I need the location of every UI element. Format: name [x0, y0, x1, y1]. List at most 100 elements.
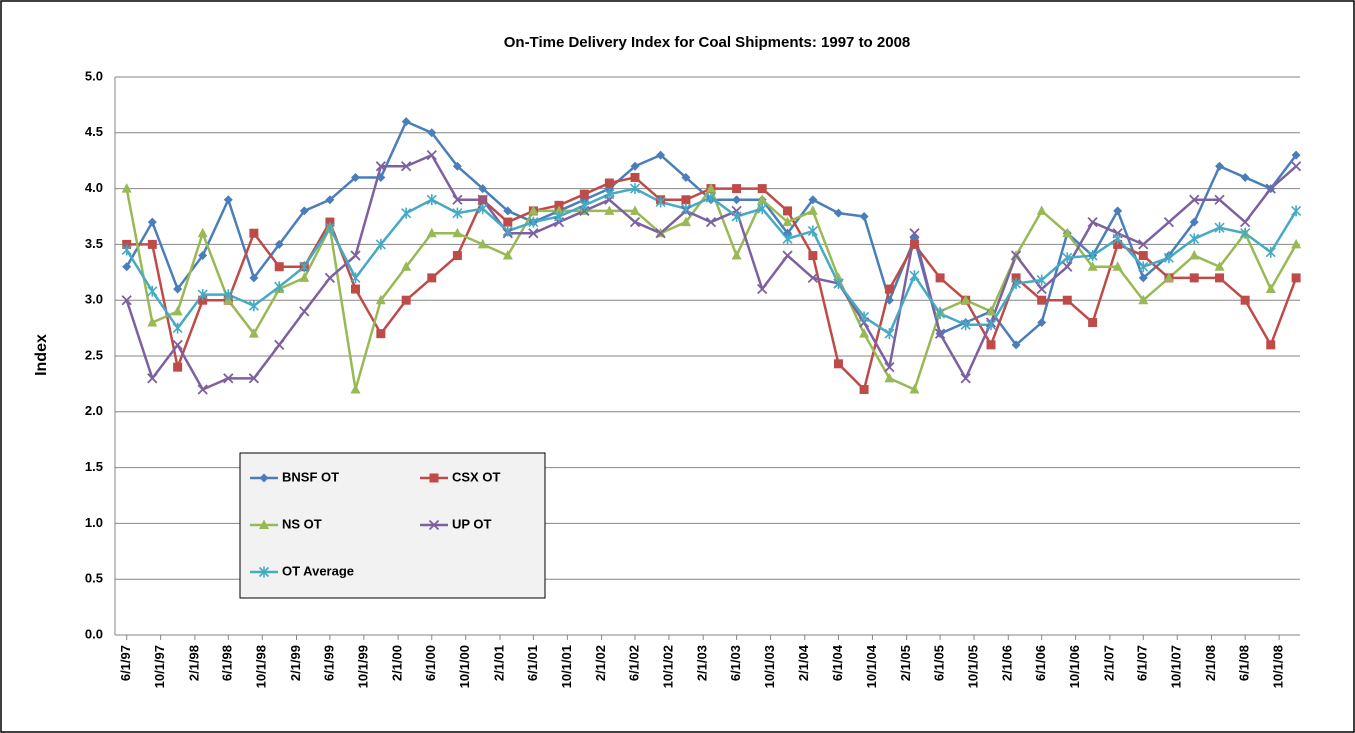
marker	[1112, 233, 1123, 245]
legend-label: NS OT	[282, 516, 322, 531]
marker	[833, 359, 843, 369]
marker	[401, 117, 411, 127]
marker	[1062, 252, 1073, 264]
marker	[452, 194, 463, 205]
marker	[452, 161, 462, 171]
marker	[324, 222, 335, 234]
x-tick-label: 10/1/02	[660, 645, 675, 688]
marker	[986, 340, 996, 350]
marker	[401, 161, 412, 172]
marker	[909, 383, 920, 394]
marker	[258, 566, 270, 578]
marker	[960, 373, 971, 384]
marker	[1036, 205, 1047, 215]
marker	[1240, 216, 1251, 228]
marker	[1113, 239, 1123, 249]
marker	[807, 205, 818, 215]
marker	[731, 211, 742, 222]
marker	[630, 172, 640, 182]
marker	[1240, 172, 1250, 182]
marker	[122, 262, 132, 272]
marker	[604, 188, 615, 200]
marker	[299, 206, 309, 216]
marker	[1037, 295, 1047, 305]
marker	[223, 373, 234, 384]
x-tick-label: 2/1/00	[390, 645, 405, 681]
marker	[375, 294, 386, 305]
x-tick-label: 10/1/99	[355, 645, 370, 688]
marker	[351, 172, 361, 182]
marker	[248, 300, 259, 312]
marker	[553, 205, 564, 215]
marker	[1189, 233, 1200, 245]
marker	[553, 211, 565, 222]
marker	[1088, 318, 1098, 328]
marker	[1087, 261, 1098, 271]
x-tick-label: 6/1/97	[118, 645, 133, 681]
y-tick-label: 2.5	[85, 347, 103, 362]
marker	[249, 273, 259, 283]
marker	[884, 372, 895, 383]
marker	[1215, 161, 1225, 171]
x-tick-label: 2/1/05	[898, 645, 913, 681]
marker	[376, 172, 386, 182]
x-tick-label: 2/1/01	[491, 645, 506, 681]
marker	[1036, 274, 1047, 286]
x-tick-label: 2/1/08	[1203, 645, 1218, 681]
x-tick-label: 6/1/02	[626, 645, 641, 681]
marker	[452, 207, 463, 219]
marker	[172, 322, 183, 334]
marker	[757, 184, 767, 194]
marker	[935, 273, 945, 283]
marker	[807, 225, 818, 237]
marker	[1214, 222, 1225, 234]
marker	[198, 251, 208, 261]
marker	[350, 250, 361, 261]
marker	[299, 272, 310, 282]
x-tick-label: 10/1/08	[1271, 645, 1286, 688]
marker	[1011, 340, 1021, 350]
x-tick-label: 10/1/01	[559, 645, 574, 688]
marker	[807, 272, 818, 284]
marker	[122, 239, 132, 249]
y-tick-label: 2.0	[85, 403, 103, 418]
y-tick-label: 3.5	[85, 236, 103, 251]
marker	[1062, 261, 1073, 272]
marker	[147, 217, 157, 227]
x-tick-label: 6/1/98	[220, 645, 235, 681]
marker	[782, 233, 793, 245]
marker	[503, 206, 513, 216]
marker	[782, 216, 793, 227]
y-tick-label: 4.0	[85, 180, 103, 195]
marker	[986, 305, 997, 316]
y-tick-label: 1.5	[85, 459, 103, 474]
legend-label: OT Average	[282, 563, 354, 578]
legend: BNSF OT CSX OT NS OT UP OT OT Average	[239, 452, 546, 599]
marker	[259, 519, 269, 529]
marker	[655, 196, 666, 208]
marker	[1011, 273, 1021, 283]
marker	[630, 161, 640, 171]
marker	[859, 384, 869, 394]
x-tick-label: 6/1/04	[830, 644, 845, 681]
marker	[274, 262, 284, 272]
y-tick-label: 5.0	[85, 68, 103, 83]
marker	[1240, 227, 1251, 239]
marker	[732, 184, 742, 194]
marker	[427, 273, 437, 283]
marker	[274, 339, 285, 350]
x-tick-label: 6/1/03	[728, 645, 743, 681]
marker	[1138, 294, 1149, 305]
marker	[884, 295, 894, 305]
marker	[350, 383, 361, 394]
x-tick-label: 10/1/07	[1169, 645, 1184, 688]
marker	[1291, 205, 1302, 217]
marker	[324, 272, 336, 284]
legend-label: CSX OT	[452, 469, 500, 484]
marker	[1087, 216, 1098, 228]
marker	[909, 270, 920, 282]
x-tick-label: 2/1/03	[695, 645, 710, 681]
marker	[1062, 227, 1073, 238]
